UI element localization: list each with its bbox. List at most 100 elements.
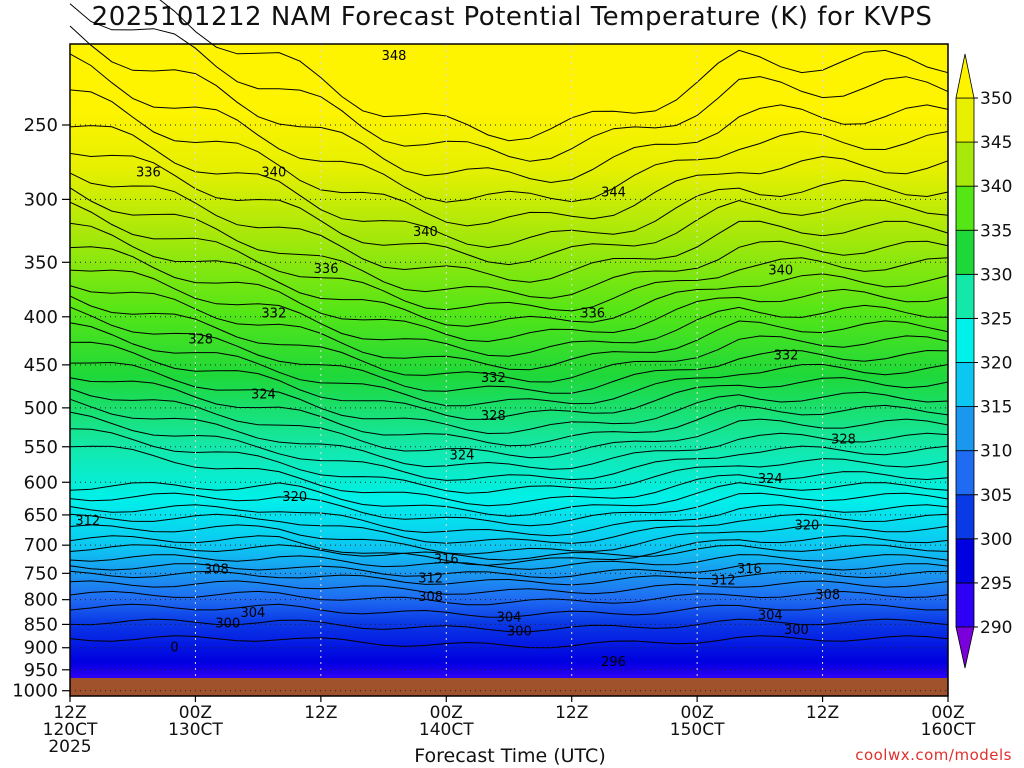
colorbar-segment bbox=[955, 582, 975, 628]
isotherm-line bbox=[69, 411, 949, 481]
isotherm-label: 308 bbox=[204, 563, 229, 578]
colorbar-label: 350 bbox=[980, 89, 1012, 109]
y-tick-label: 250 bbox=[24, 115, 58, 136]
colorbar-label: 310 bbox=[980, 442, 1012, 462]
isotherm-label: 324 bbox=[251, 388, 276, 403]
potential-temperature-field bbox=[70, 44, 948, 678]
isotherm-label: 328 bbox=[188, 333, 213, 348]
isotherm-line bbox=[69, 445, 949, 507]
chart-title: 2025101212 NAM Forecast Potential Temper… bbox=[91, 2, 933, 32]
x-tick-label: 12Z bbox=[53, 703, 86, 723]
colorbar-label: 300 bbox=[980, 530, 1012, 550]
isotherm-label: 320 bbox=[282, 490, 307, 505]
y-tick-label: 300 bbox=[24, 189, 58, 210]
isotherm-label: 304 bbox=[758, 609, 783, 624]
isotherm-label: 300 bbox=[784, 623, 809, 638]
isotherm-line bbox=[69, 398, 949, 470]
isotherm-line bbox=[69, 524, 949, 555]
x-tick-label: 00Z bbox=[179, 703, 212, 723]
colorbar-label: 315 bbox=[980, 398, 1012, 418]
colorbar-segment bbox=[955, 538, 975, 584]
colorbar-label: 340 bbox=[980, 177, 1012, 197]
isotherm-line bbox=[69, 603, 949, 618]
isotherm-line bbox=[69, 172, 949, 283]
isotherm-label: 340 bbox=[768, 263, 793, 278]
isotherm-label: 296 bbox=[601, 655, 626, 670]
colorbar-label: 335 bbox=[980, 221, 1012, 241]
isotherm-label: 304 bbox=[241, 606, 266, 621]
isotherm-line bbox=[69, 361, 949, 435]
isotherm-label: 348 bbox=[382, 49, 407, 64]
y-tick-label: 550 bbox=[24, 437, 58, 458]
isotherm-label: 328 bbox=[481, 409, 506, 424]
colorbar-label: 305 bbox=[980, 486, 1012, 506]
isotherm-line bbox=[69, 580, 949, 595]
isotherm-line bbox=[69, 295, 949, 383]
isotherm-line bbox=[69, 246, 949, 343]
isotherm-label: 308 bbox=[815, 588, 840, 603]
y-tick-label: 750 bbox=[24, 563, 58, 584]
isotherm-label: 332 bbox=[774, 349, 799, 364]
isotherm-line bbox=[69, 152, 949, 266]
colorbar: 290 295 300 305 310 315 320 325 330 335 340 345 350 bbox=[955, 53, 1012, 669]
colorbar-segment bbox=[955, 185, 975, 231]
isotherm-label: 312 bbox=[711, 573, 736, 588]
isotherm-label: 340 bbox=[413, 225, 438, 240]
isotherm-label: 332 bbox=[481, 371, 506, 386]
isotherm-line bbox=[69, 53, 949, 203]
x-tick-label: 00Z bbox=[430, 703, 463, 723]
isotherm-label: 312 bbox=[418, 572, 443, 587]
isotherm-label: 320 bbox=[794, 518, 819, 533]
isotherm-line bbox=[69, 201, 949, 312]
y-tick-label: 850 bbox=[24, 614, 58, 635]
isotherm-line bbox=[159, 0, 949, 142]
colorbar-segment bbox=[955, 362, 975, 407]
isotherm-line bbox=[69, 3, 949, 162]
isotherm-line bbox=[69, 481, 949, 517]
isotherm-label: 336 bbox=[580, 307, 605, 322]
y-tick-label: 600 bbox=[24, 472, 58, 493]
isotherm-label: 328 bbox=[831, 432, 856, 447]
colorbar-label: 330 bbox=[980, 265, 1012, 285]
isotherm-line bbox=[69, 570, 949, 586]
isotherm-line bbox=[69, 554, 949, 570]
credit-link[interactable]: coolwx.com/models bbox=[855, 746, 1012, 764]
isotherm-label: 324 bbox=[450, 449, 475, 464]
colorbar-label: 345 bbox=[980, 133, 1012, 153]
y-tick-label: 450 bbox=[24, 355, 58, 376]
y-tick-label: 950 bbox=[24, 660, 58, 681]
colorbar-label: 295 bbox=[980, 574, 1012, 594]
isotherm-label: 336 bbox=[314, 262, 339, 277]
isotherm-line bbox=[69, 269, 949, 357]
isotherm-line bbox=[69, 388, 949, 459]
x-tick-label: 12Z bbox=[806, 703, 839, 723]
x-tick-label: 150CT bbox=[670, 720, 725, 740]
isotherm-line bbox=[69, 89, 949, 227]
isotherm-line bbox=[69, 428, 949, 494]
colorbar-segment bbox=[955, 273, 975, 319]
isotherm-label: 340 bbox=[261, 166, 286, 181]
colorbar-segment bbox=[955, 406, 975, 452]
colorbar-segment bbox=[955, 318, 975, 363]
isotherm-line bbox=[69, 535, 949, 566]
isotherm-line bbox=[69, 635, 949, 649]
colorbar-min-arrow bbox=[955, 626, 975, 669]
isotherm-line bbox=[69, 492, 949, 527]
x-tick-label: 2025 bbox=[48, 737, 91, 757]
isotherm-line bbox=[69, 187, 949, 299]
colorbar-segment bbox=[955, 229, 975, 275]
y-tick-label: 1000 bbox=[12, 681, 58, 702]
isotherm-label: 316 bbox=[434, 552, 459, 567]
y-tick-label: 400 bbox=[24, 307, 58, 328]
isotherm-line bbox=[69, 544, 949, 561]
isotherm-label: 300 bbox=[507, 625, 532, 640]
x-tick-label: 130CT bbox=[168, 720, 223, 740]
isotherm-label: 332 bbox=[261, 307, 286, 322]
isotherm-line bbox=[69, 618, 949, 633]
colorbar-segment bbox=[955, 450, 975, 496]
isotherm-line bbox=[69, 125, 949, 249]
isotherm-line bbox=[69, 222, 949, 327]
colorbar-segment bbox=[955, 494, 975, 540]
